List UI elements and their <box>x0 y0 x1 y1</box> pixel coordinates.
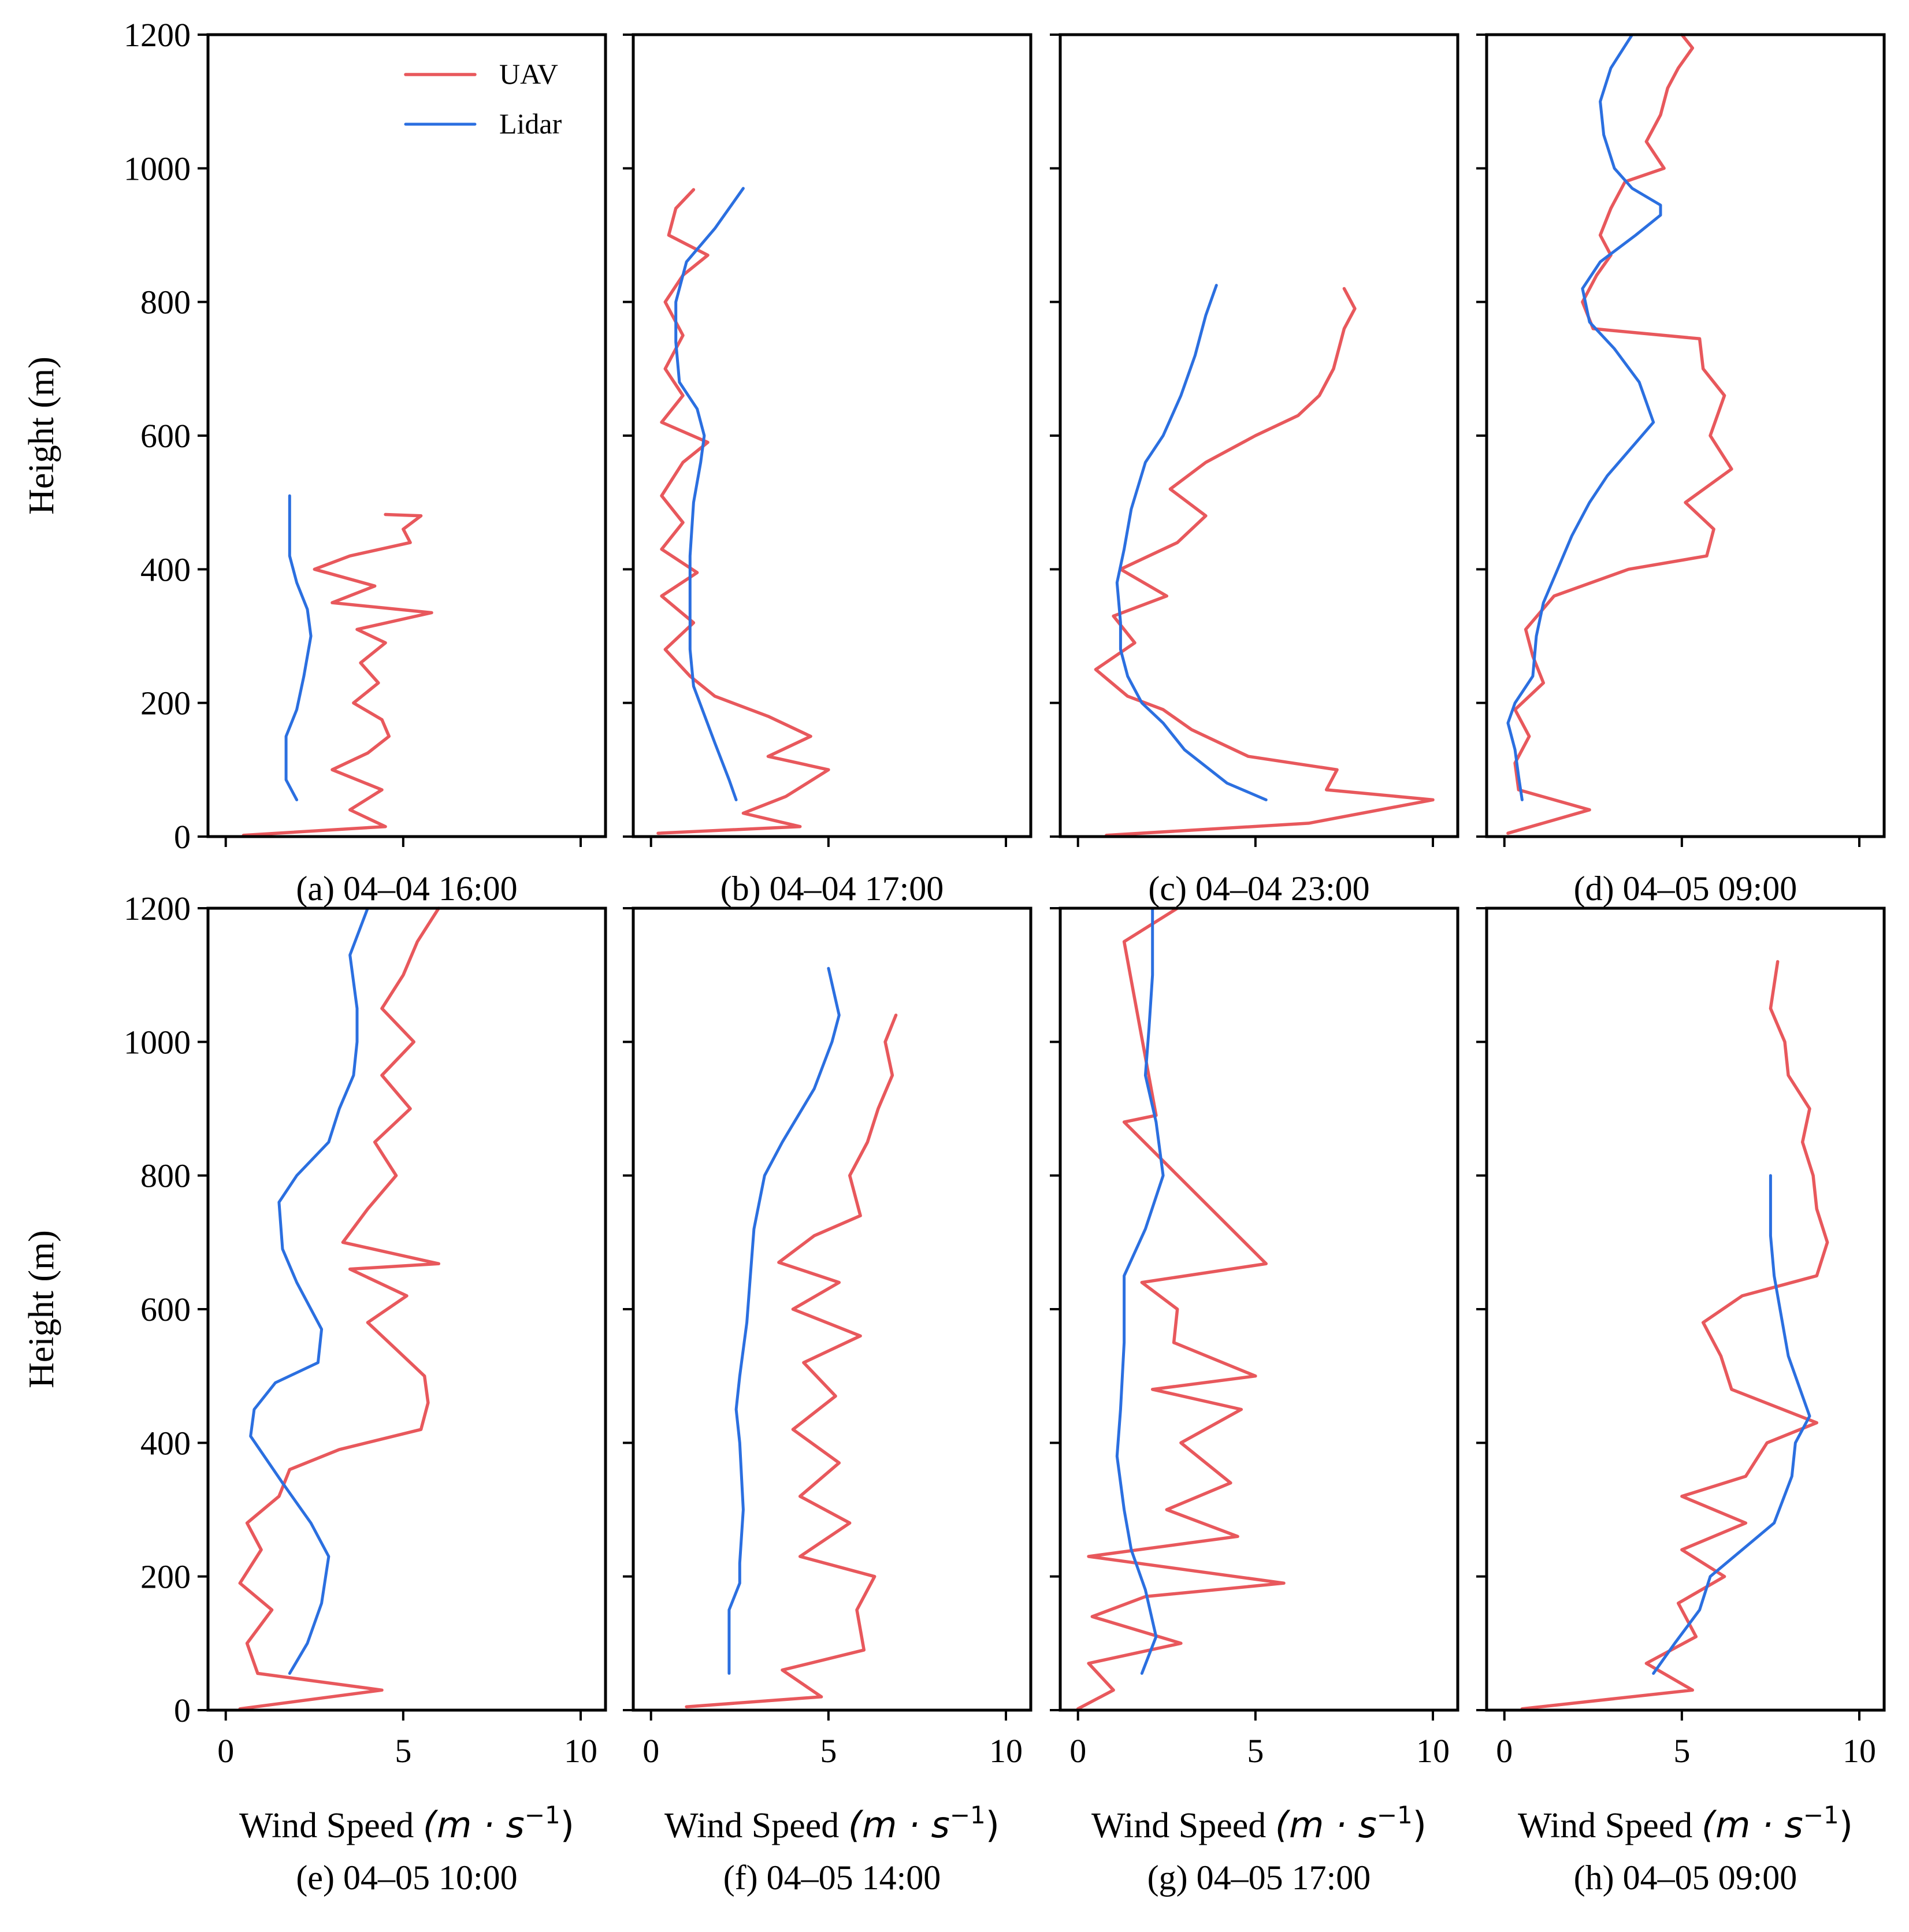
x-tick-label-e-0: 0 <box>217 1732 234 1770</box>
x-tick-label-g-5: 5 <box>1247 1732 1264 1770</box>
x-axis-label-g: Wind Speed (m · s−1) <box>1091 1801 1427 1846</box>
plot-frame-g <box>1059 906 1459 1712</box>
uav-series-h <box>1520 960 1829 1711</box>
legend: UAV Lidar <box>404 58 562 140</box>
lidar-series-h <box>1652 1174 1811 1675</box>
legend-lidar-label: Lidar <box>499 107 562 140</box>
lidar-series-f <box>727 967 841 1675</box>
x-tick-label-f-5: 5 <box>820 1732 837 1770</box>
panel-e: 0 200 400 600 800 1000 1200 0 5 10 Wind Speed (m ·… <box>22 890 607 1897</box>
y-tick-label-1200: 1200 <box>124 890 191 927</box>
plot-frame-a <box>206 33 607 838</box>
panel-caption-e: (e) 04–05 10:00 <box>296 1859 517 1897</box>
lidar-series-d <box>1506 33 1662 801</box>
uav-series-e <box>238 906 441 1711</box>
x-tick-label-h-0: 0 <box>1496 1732 1513 1770</box>
lidar-series-a <box>284 494 313 801</box>
panel-b: (b) 04–04 17:00 <box>623 33 1033 908</box>
y-tick-label-600: 600 <box>140 1291 191 1328</box>
panel-caption-d: (d) 04–05 09:00 <box>1574 870 1797 908</box>
x-axis-label-h: Wind Speed (m · s−1) <box>1518 1801 1853 1846</box>
plot-frame-f <box>632 906 1033 1712</box>
lidar-series-e <box>249 906 369 1675</box>
panel-caption-h: (h) 04–05 09:00 <box>1574 1859 1797 1897</box>
uav-series-f <box>685 1013 898 1708</box>
x-axis-label-e: Wind Speed (m · s−1) <box>239 1801 574 1846</box>
y-tick-label-1200: 1200 <box>124 16 191 54</box>
x-tick-label-g-0: 0 <box>1069 1732 1086 1770</box>
uav-series-g <box>1076 906 1286 1711</box>
y-tick-label-1000: 1000 <box>124 150 191 187</box>
x-tick-label-f-10: 10 <box>989 1732 1023 1770</box>
y-tick-label-600: 600 <box>140 417 191 455</box>
x-tick-label-e-10: 10 <box>564 1732 597 1770</box>
lidar-series-b <box>674 187 745 801</box>
y-tick-label-0: 0 <box>174 818 191 856</box>
y-tick-label-400: 400 <box>140 551 191 588</box>
x-tick-label-h-10: 10 <box>1843 1732 1876 1770</box>
y-tick-label-400: 400 <box>140 1424 191 1462</box>
x-tick-label-f-0: 0 <box>642 1732 659 1770</box>
y-tick-label-200: 200 <box>140 1558 191 1596</box>
uav-series-d <box>1506 33 1733 835</box>
legend-uav-label: UAV <box>499 58 558 90</box>
y-tick-label-1000: 1000 <box>124 1023 191 1061</box>
plot-frame-e <box>206 906 607 1712</box>
y-axis-label-row-1: Height (m) <box>22 356 61 515</box>
panel-caption-b: (b) 04–04 17:00 <box>720 870 944 908</box>
plot-frame-h <box>1485 906 1886 1712</box>
x-tick-label-g-10: 10 <box>1416 1732 1450 1770</box>
uav-series-a <box>242 512 433 837</box>
panel-h: 0 5 10 Wind Speed (m · s−1) (h) 04–05 09:00 <box>1476 906 1886 1897</box>
panel-caption-g: (g) 04–05 17:00 <box>1147 1859 1371 1897</box>
x-axis-label-f: Wind Speed (m · s−1) <box>664 1801 1000 1846</box>
y-axis-label-row-2: Height (m) <box>22 1230 61 1388</box>
lidar-series-g <box>1115 906 1165 1675</box>
x-tick-label-e-5: 5 <box>395 1732 411 1770</box>
panel-caption-f: (f) 04–05 14:00 <box>723 1859 941 1897</box>
y-tick-label-200: 200 <box>140 685 191 722</box>
plot-frame-d <box>1485 33 1886 838</box>
panel-c: (c) 04–04 23:00 <box>1050 33 1459 908</box>
panel-g: 0 5 10 Wind Speed (m · s−1) (g) 04–05 17:00 <box>1050 906 1459 1897</box>
lidar-series-c <box>1115 284 1268 801</box>
y-tick-label-800: 800 <box>140 1157 191 1195</box>
panel-f: 0 5 10 Wind Speed (m · s−1) (f) 04–05 14:00 <box>623 906 1033 1897</box>
y-tick-label-0: 0 <box>174 1692 191 1729</box>
panel-caption-a: (a) 04–04 16:00 <box>296 870 517 908</box>
y-tick-label-800: 800 <box>140 284 191 321</box>
panel-d: (d) 04–05 09:00 <box>1476 33 1886 908</box>
x-tick-label-h-5: 5 <box>1673 1732 1690 1770</box>
uav-series-b <box>656 188 830 835</box>
panel-caption-c: (c) 04–04 23:00 <box>1148 870 1369 908</box>
uav-series-c <box>1094 287 1435 837</box>
panel-a: 0 200 400 600 800 1000 1200 (a) 04–04 16:00 Heig… <box>22 16 607 908</box>
